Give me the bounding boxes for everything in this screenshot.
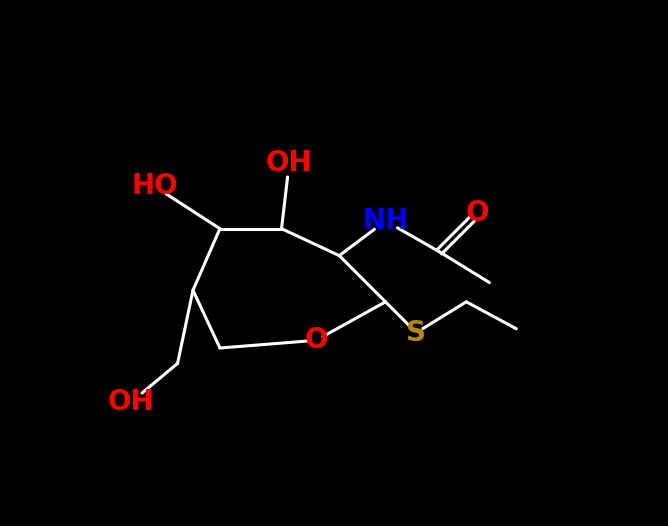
Text: O: O <box>466 199 490 227</box>
Text: O: O <box>305 326 328 355</box>
Text: OH: OH <box>108 388 155 416</box>
Text: NH: NH <box>362 207 409 235</box>
Text: HO: HO <box>131 173 178 200</box>
Text: OH: OH <box>266 149 313 177</box>
Text: S: S <box>406 319 426 347</box>
